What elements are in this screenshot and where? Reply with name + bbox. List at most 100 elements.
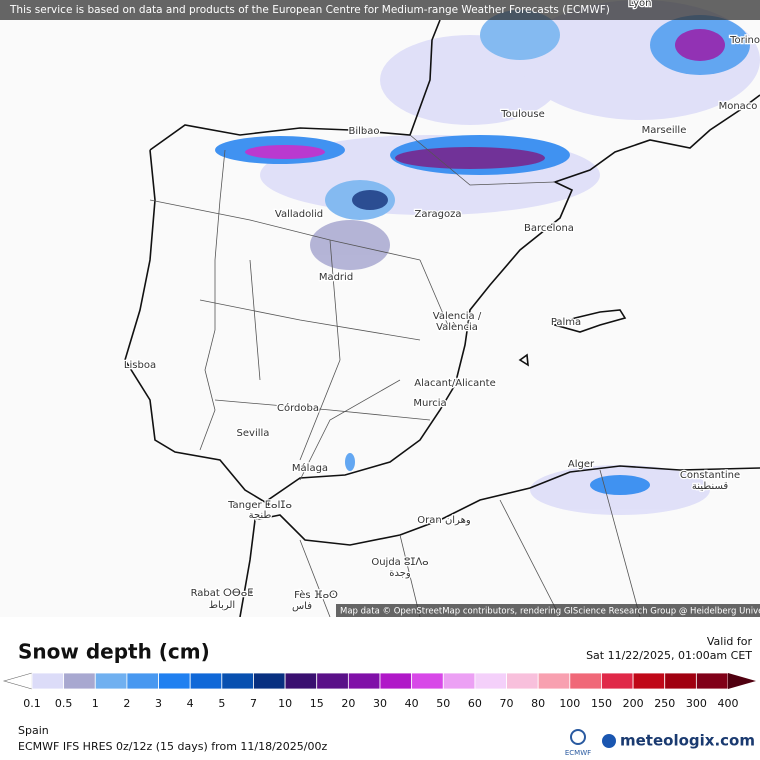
city-label: Zaragoza	[414, 209, 461, 220]
city-label: Monaco	[719, 101, 758, 112]
color-box	[474, 672, 507, 690]
city-label: Oujda ⵓⵊⴷⴰ	[371, 557, 428, 568]
color-box	[411, 672, 444, 690]
city-label: Fès ⴼⴰⵙ	[294, 589, 338, 601]
city-label: Murcia	[413, 398, 446, 409]
legend-tick-label: 30	[373, 697, 387, 710]
city-label: الرباط	[209, 600, 235, 611]
model-info: ECMWF IFS HRES 0z/12z (15 days) from 11/…	[18, 740, 328, 753]
color-box	[569, 672, 602, 690]
color-box	[632, 672, 666, 690]
legend-tick-label: 10	[278, 697, 292, 710]
city-label: Alacant/Alicante	[414, 378, 495, 389]
city-label: Rabat ⵔⴱⴰⵟ	[191, 588, 254, 599]
color-box	[601, 672, 634, 690]
coastline-africa	[239, 465, 760, 617]
city-label: Oran وهران	[417, 515, 471, 526]
coastline	[124, 19, 760, 503]
legend-tick-label: 200	[623, 697, 644, 710]
snow-cover	[215, 0, 760, 515]
legend-tick-label: 250	[654, 697, 675, 710]
city-label: Madrid	[319, 272, 353, 283]
color-bar: 0.1 0.5 1 2 3 4 5 7 10 15 20 30 40 50 60 70 80 100 150 200 2…	[2, 672, 756, 710]
color-box	[664, 672, 697, 690]
color-box	[31, 672, 65, 690]
color-box	[126, 672, 159, 690]
ecmwf-text: ECMWF	[565, 749, 591, 757]
region: Spain	[18, 724, 49, 737]
legend-tick-label: 2	[123, 697, 130, 710]
legend-tick-label: 100	[559, 697, 580, 710]
city-label: Sevilla	[237, 428, 270, 439]
color-box	[94, 672, 128, 690]
legend-tick-label: 3	[155, 697, 162, 710]
color-box	[63, 672, 96, 690]
attribution: Map data © OpenStreetMap contributors, r…	[340, 607, 760, 617]
notice: This service is based on data and produc…	[9, 4, 610, 16]
island	[518, 309, 627, 367]
legend-tick-label: 1	[92, 697, 99, 710]
city-label: طنجة	[249, 510, 272, 521]
legend-tick-label: 150	[591, 697, 612, 710]
brand: meteologix.com	[620, 732, 755, 750]
attribution-bar	[336, 604, 760, 617]
ecmwf-logo	[570, 729, 586, 745]
legend-tick-label: 60	[468, 697, 482, 710]
city-label: Lyon	[628, 0, 651, 9]
color-box	[221, 672, 254, 690]
legend-tick-label: 80	[531, 697, 545, 710]
legend-tick-label: 15	[310, 697, 324, 710]
city-label: Palma	[551, 317, 581, 328]
notice-bar	[0, 0, 760, 20]
city-label: Marseille	[642, 125, 687, 136]
color-box	[189, 672, 223, 690]
legend-tick-label: 40	[405, 697, 419, 710]
color-box	[284, 672, 318, 690]
city-label: Valladolid	[275, 209, 323, 220]
legend-tick-label: 50	[436, 697, 450, 710]
city-label: Valencia /	[433, 311, 482, 322]
color-box	[347, 672, 381, 690]
city-label: وجدة	[389, 568, 411, 579]
cities: Lyon Torino Toulouse Monaco Marseille Bi…	[123, 0, 760, 613]
city-label: Córdoba	[277, 402, 319, 414]
color-box	[695, 672, 729, 690]
color-arrow-low	[2, 672, 33, 690]
color-box	[379, 672, 413, 690]
borders	[149, 134, 641, 617]
color-box	[316, 672, 349, 690]
city-label: Torino	[729, 35, 760, 46]
valid-time: Sat 11/22/2025, 01:00am CET	[586, 649, 752, 662]
map: This service is based on data and produc…	[0, 0, 760, 617]
city-label: Bilbao	[348, 126, 379, 137]
legend-tick-label: 0.1	[23, 697, 41, 710]
legend-tick-label: 4	[187, 697, 194, 710]
brand-logo	[602, 734, 616, 748]
legend-tick-label: 0.5	[55, 697, 73, 710]
city-label: Barcelona	[524, 223, 574, 234]
city-label: Alger	[568, 459, 595, 470]
city-label: Málaga	[292, 462, 328, 474]
legend-tick-label: 70	[500, 697, 514, 710]
city-label: Tanger ⵟⴰⵏⵊⴰ	[227, 500, 292, 511]
color-box	[158, 672, 191, 690]
legend-tick-label: 400	[718, 697, 739, 710]
valid-label: Valid for	[707, 635, 753, 648]
color-box	[442, 672, 476, 690]
legend-tick-label: 7	[250, 697, 257, 710]
legend-tick-label: 5	[218, 697, 225, 710]
legend-tick-label: 300	[686, 697, 707, 710]
legend-tick-label: 20	[341, 697, 355, 710]
city-label: Lisboa	[124, 360, 156, 371]
color-box	[537, 672, 571, 690]
city-label: València	[436, 321, 478, 333]
legend: Snow depth (cm) Valid for Sat 11/22/2025…	[2, 635, 756, 757]
city-label: Constantine	[680, 470, 740, 481]
city-label: Toulouse	[500, 109, 544, 120]
city-label: قسنطينة	[692, 481, 729, 492]
color-box	[506, 672, 539, 690]
color-box	[253, 672, 286, 690]
legend-title: Snow depth (cm)	[18, 640, 210, 664]
city-label: فاس	[292, 601, 312, 612]
